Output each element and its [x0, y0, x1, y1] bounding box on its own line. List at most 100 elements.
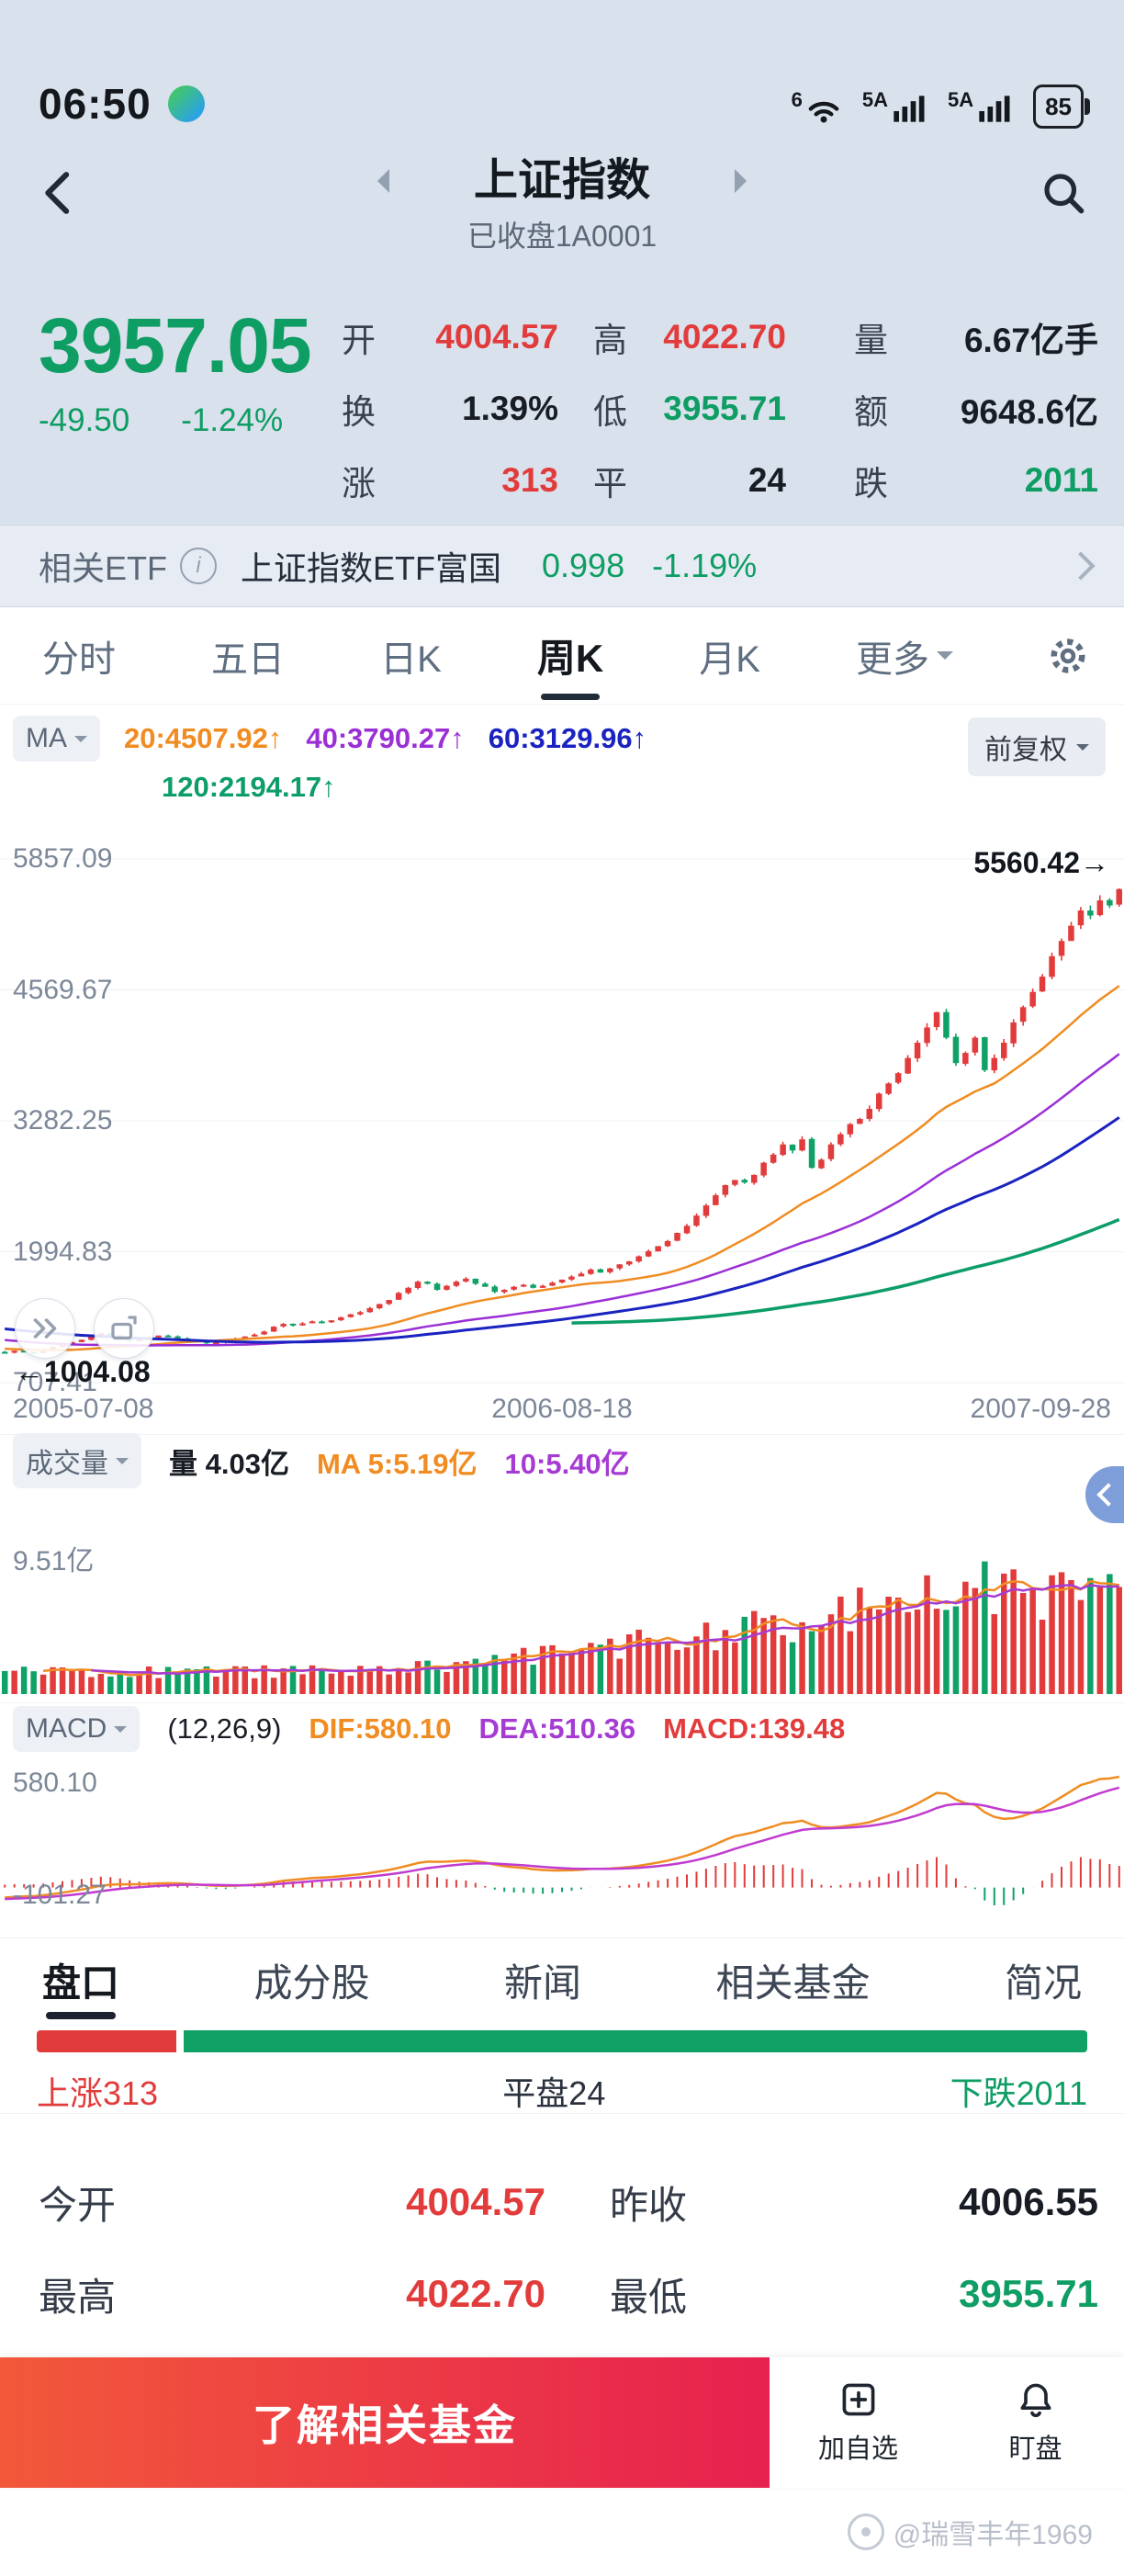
quote-unchanged: 平 24: [593, 461, 786, 503]
kline-chart[interactable]: 5857.09 4569.67 3282.25 1994.83 707.41 5560.…: [0, 822, 1124, 1434]
title-block: 上证指数 已收盘1A0001: [0, 141, 1124, 255]
tab-profile[interactable]: 简况: [1004, 1960, 1082, 2005]
tab-daily-k[interactable]: 日K: [380, 638, 442, 680]
status-left: 06:50: [39, 79, 205, 129]
battery-percent: 85: [1045, 92, 1072, 120]
x-label-mid: 2006-08-18: [491, 1394, 633, 1424]
battery-nub: [1085, 98, 1090, 115]
clock: 06:50: [39, 80, 152, 128]
market-breadth: 上涨313 平盘24 下跌2011: [0, 2021, 1124, 2113]
collapse-tab-button[interactable]: [1085, 1466, 1124, 1523]
y-tick-label: 4569.67: [13, 975, 113, 1005]
back-icon[interactable]: [33, 167, 84, 219]
tab-more[interactable]: 更多: [854, 613, 955, 699]
monitor-button[interactable]: 盯盘: [947, 2357, 1124, 2488]
x-axis-labels: 2005-07-08 2006-08-18 2007-09-28: [0, 1384, 1124, 1434]
quote-low: 低 3955.71: [593, 390, 786, 431]
quote-panel: 3957.05 -49.50 -1.24% 开 4004.57 高 4022.70 …: [0, 298, 1124, 525]
tab-news[interactable]: 新闻: [503, 1960, 581, 2005]
macd-axis-top: 580.10: [13, 1768, 97, 1798]
ma-selector[interactable]: MA: [13, 716, 100, 762]
y-tick-label: 5857.09: [13, 843, 113, 874]
volume-axis-top: 9.51亿: [13, 1546, 95, 1576]
info-icon[interactable]: i: [180, 548, 217, 584]
double-chevron-right-icon: [33, 1318, 57, 1339]
macd-pane[interactable]: MACD (12,26,9) DIF:580.10 DEA:510.36 MAC…: [0, 1702, 1124, 1938]
wifi-icon: [808, 101, 839, 123]
settings-icon[interactable]: [1047, 635, 1089, 677]
search-icon[interactable]: [1040, 169, 1087, 217]
etf-name: 上证指数ETF富国: [241, 549, 501, 587]
status-bar: 06:50 6 5A 5A 85: [0, 0, 1124, 141]
related-funds-cta-button[interactable]: 了解相关基金: [0, 2357, 770, 2488]
tab-order-book[interactable]: 盘口: [42, 1938, 119, 2021]
x-label-start: 2005-07-08: [13, 1394, 154, 1424]
volume-pane[interactable]: 成交量 量 4.03亿 MA 5:5.19亿 10:5.40亿 9.51亿: [0, 1433, 1124, 1702]
chevron-down-icon: [936, 651, 953, 668]
page-title: 上证指数: [473, 156, 650, 205]
decliners-label: 下跌2011: [950, 2074, 1087, 2112]
prev-stock-icon[interactable]: [377, 169, 389, 193]
watermark-text: @瑞雪丰年1969: [893, 2520, 1093, 2550]
adjust-mode-button[interactable]: 前复权: [968, 717, 1106, 776]
battery-icon: 85: [1033, 85, 1090, 129]
next-stock-icon[interactable]: [735, 169, 747, 193]
breadth-up-bar: [37, 2030, 177, 2052]
quote-advancers: 涨 313: [342, 461, 558, 503]
fast-backward-button[interactable]: [15, 1298, 75, 1359]
y-tick-label: 707.41: [13, 1367, 97, 1397]
section-tab-bar: 盘口 成分股 新闻 相关基金 简况: [0, 1938, 1124, 2021]
quote-grid: 开 4004.57 高 4022.70 量 6.67亿手 换 1.39% 低 3955.7…: [342, 301, 1098, 525]
ma20-value: 20:4507.92↑: [124, 722, 283, 754]
tab-monthly-k[interactable]: 月K: [699, 638, 760, 680]
wifi-indicator: 6: [792, 88, 842, 125]
macd-axis-bottom: -101.27: [13, 1880, 107, 1910]
tab-related-funds[interactable]: 相关基金: [715, 1960, 871, 2005]
related-etf-row[interactable]: 相关ETF i 上证指数ETF富国 0.998 -1.19%: [0, 525, 1124, 607]
volume-current: 量 4.03亿: [169, 1447, 289, 1480]
volume-ma5: MA 5:5.19亿: [316, 1447, 478, 1480]
tab-minute[interactable]: 分时: [42, 638, 116, 680]
app-header: 上证指数 已收盘1A0001: [0, 141, 1124, 298]
x-label-end: 2007-09-28: [970, 1394, 1111, 1424]
detail-stats: 今开 4004.57 昨收 4006.55 最高 4022.70 最低 3955.71: [0, 2113, 1124, 2357]
sim1-label: 5A: [861, 88, 888, 111]
indicator-selector[interactable]: MACD: [13, 1706, 140, 1752]
quote-turnover-rate: 换 1.39%: [342, 390, 558, 431]
tab-weekly-k[interactable]: 周K: [535, 611, 605, 700]
quote-open: 开 4004.57: [342, 318, 558, 359]
tab-constituents[interactable]: 成分股: [253, 1960, 370, 2005]
quote-decliners: 跌 2011: [854, 461, 1098, 503]
signal-bars-icon: [894, 96, 925, 122]
price-change-pct: -1.24%: [181, 402, 284, 438]
stat-open: 今开 4004.57: [39, 2180, 545, 2227]
breadth-down-bar: [184, 2030, 1087, 2052]
add-watchlist-button[interactable]: 加自选: [770, 2357, 947, 2488]
chevron-down-icon: [114, 1725, 128, 1739]
stat-high: 最高 4022.70: [39, 2272, 545, 2319]
stat-low: 最低 3955.71: [610, 2272, 1098, 2319]
candlestick-plot: [0, 858, 1124, 1384]
etf-change-pct: -1.19%: [652, 547, 758, 584]
weibo-icon: [847, 2514, 884, 2550]
wifi-gen-label: 6: [791, 88, 803, 111]
tab-five-day[interactable]: 五日: [211, 638, 286, 680]
chevron-down-icon: [116, 1457, 129, 1471]
landscape-icon: [111, 1316, 137, 1340]
status-icons: 6 5A 5A 85: [792, 85, 1093, 129]
volume-selector[interactable]: 成交量: [13, 1433, 141, 1488]
volume-plot: [2, 1561, 1122, 1694]
macd-dif: DIF:580.10: [309, 1712, 452, 1745]
signal-indicator-1: 5A: [862, 88, 927, 125]
quote-amount: 额 9648.6亿: [854, 393, 1098, 431]
breadth-bar: [37, 2030, 1087, 2052]
price-block: 3957.05 -49.50 -1.24%: [39, 301, 342, 525]
macd-params: (12,26,9): [167, 1712, 282, 1745]
chevron-down-icon: [1076, 743, 1089, 757]
signal-bars-icon: [979, 96, 1010, 122]
kline-header: MA 20:4507.92↑ 40:3790.27↑ 60:3129.96↑ 1…: [0, 705, 1124, 822]
landscape-button[interactable]: [94, 1298, 154, 1359]
etf-label: 相关ETF: [39, 549, 167, 587]
ma60-value: 60:3129.96↑: [488, 722, 647, 754]
macd-dea: DEA:510.36: [478, 1712, 636, 1745]
